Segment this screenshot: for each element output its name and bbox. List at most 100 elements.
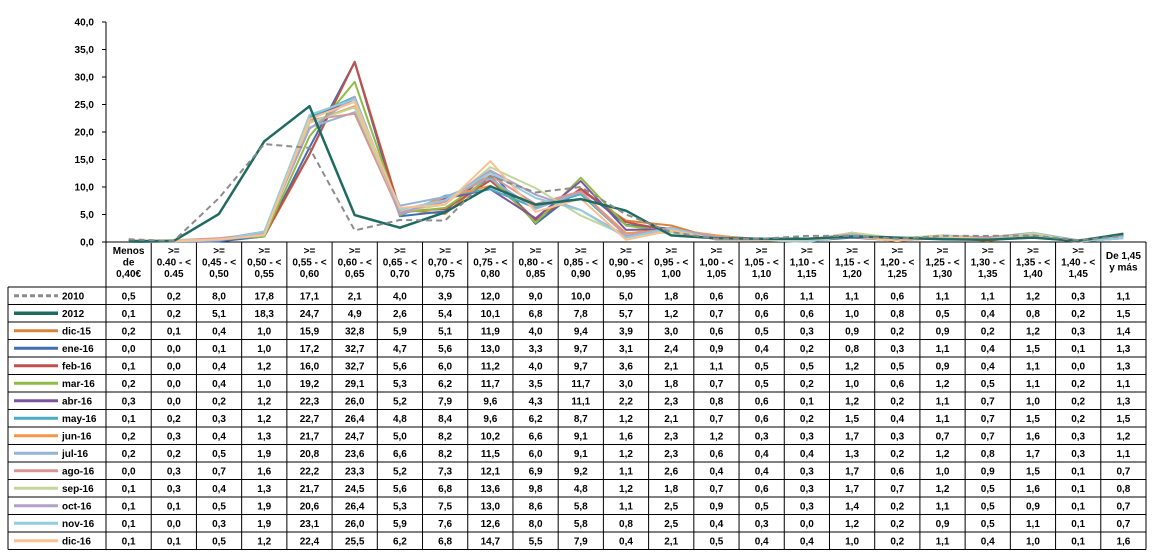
- table-cell: 21,7: [300, 431, 320, 442]
- category-label: 0,45 - <: [202, 258, 236, 269]
- table-cell: 21,7: [300, 484, 320, 495]
- category-label: 1,30 - <: [971, 258, 1005, 269]
- category-label: 1,00: [661, 269, 681, 280]
- legend-label: ene-16: [62, 344, 94, 355]
- category-label: 1,05 - <: [745, 258, 779, 269]
- table-cell: 0,6: [755, 309, 769, 320]
- table-cell: 1,2: [257, 396, 271, 407]
- category-label: De 1,45: [1106, 251, 1141, 262]
- table-cell: 5,8: [574, 519, 588, 530]
- table-cell: 0,0: [122, 344, 136, 355]
- table-cell: 0,8: [981, 449, 995, 460]
- category-label: >=: [439, 246, 451, 257]
- table-cell: 26,0: [345, 519, 365, 530]
- table-cell: 0,3: [755, 519, 769, 530]
- table-cell: 16,0: [300, 361, 320, 372]
- table-cell: 1,4: [1116, 326, 1130, 337]
- table-cell: 0,6: [755, 396, 769, 407]
- table-cell: 2,5: [664, 519, 678, 530]
- table-cell: 0,8: [619, 519, 633, 530]
- table-cell: 0,2: [800, 379, 814, 390]
- table-cell: 0,3: [212, 414, 226, 425]
- table-cell: 13,0: [481, 501, 501, 512]
- table-cell: 5,6: [393, 484, 407, 495]
- table-cell: 1,2: [257, 414, 271, 425]
- table-cell: 0,6: [709, 449, 723, 460]
- table-cell: 6,9: [529, 466, 543, 477]
- table-cell: 0,5: [981, 501, 995, 512]
- table-cell: 1,2: [619, 414, 633, 425]
- table-cell: 0,2: [212, 396, 226, 407]
- table-cell: 0,4: [709, 519, 723, 530]
- table-cell: 0,3: [167, 484, 181, 495]
- table-cell: 0,9: [1026, 501, 1040, 512]
- category-label: 0,65: [345, 269, 365, 280]
- table-cell: 2,6: [393, 309, 407, 320]
- table-cell: 1,3: [257, 431, 271, 442]
- table-cell: 0,3: [1071, 431, 1085, 442]
- legend-label: may-16: [62, 414, 97, 425]
- table-cell: 0,3: [212, 519, 226, 530]
- table-cell: 4,3: [529, 396, 543, 407]
- table-cell: 1,1: [936, 536, 950, 547]
- category-label: 1,10 - <: [790, 258, 824, 269]
- table-cell: 0,3: [890, 431, 904, 442]
- table-cell: 0,7: [981, 414, 995, 425]
- table-cell: 0,2: [167, 309, 181, 320]
- table-cell: 0,5: [755, 361, 769, 372]
- y-tick-label: 0,0: [80, 238, 94, 249]
- table-cell: 4,9: [348, 309, 362, 320]
- category-label: >=: [620, 246, 632, 257]
- table-cell: 0,9: [936, 326, 950, 337]
- category-label: 0,50: [209, 269, 229, 280]
- table-cell: 0,4: [755, 449, 769, 460]
- table-cell: 1,5: [1116, 309, 1130, 320]
- table-cell: 5,9: [393, 326, 407, 337]
- table-cell: 4,8: [393, 414, 407, 425]
- table-cell: 0,5: [755, 501, 769, 512]
- table-cell: 0,2: [890, 449, 904, 460]
- legend-label: sep-16: [62, 484, 94, 495]
- table-cell: 1,7: [845, 431, 859, 442]
- table-cell: 12,0: [481, 291, 501, 302]
- table-cell: 1,0: [1026, 396, 1040, 407]
- table-cell: 13,0: [481, 344, 501, 355]
- table-cell: 1,2: [1026, 326, 1040, 337]
- table-cell: 0,6: [709, 326, 723, 337]
- category-label: 0,60 - <: [338, 258, 372, 269]
- series-line-2010: [128, 143, 1124, 242]
- category-label: 1,15 - <: [835, 258, 869, 269]
- table-cell: 1,1: [936, 501, 950, 512]
- table-cell: 4,0: [529, 361, 543, 372]
- category-label: >=: [349, 246, 361, 257]
- table-cell: 0,3: [800, 431, 814, 442]
- table-cell: 0,9: [709, 501, 723, 512]
- table-cell: 1,5: [845, 414, 859, 425]
- table-cell: 1,2: [936, 449, 950, 460]
- table-cell: 0,1: [800, 396, 814, 407]
- table-cell: 0,1: [1071, 519, 1085, 530]
- table-cell: 0,8: [890, 309, 904, 320]
- table-cell: 0,4: [981, 361, 995, 372]
- table-cell: 32,7: [345, 344, 365, 355]
- legend-label: jun-16: [61, 431, 92, 442]
- table-cell: 1,1: [800, 291, 814, 302]
- table-cell: 1,3: [845, 449, 859, 460]
- category-label: 0,75: [435, 269, 455, 280]
- table-cell: 0,0: [167, 344, 181, 355]
- y-tick-label: 40,0: [75, 18, 95, 29]
- table-cell: 1,2: [936, 484, 950, 495]
- table-cell: 0,1: [122, 536, 136, 547]
- table-cell: 6,8: [438, 536, 452, 547]
- table-cell: 8,7: [574, 414, 588, 425]
- category-label: 0,55 - <: [292, 258, 326, 269]
- table-cell: 23,3: [345, 466, 365, 477]
- category-label: 1,00 - <: [699, 258, 733, 269]
- table-cell: 1,0: [936, 466, 950, 477]
- category-label: 0,60: [300, 269, 320, 280]
- table-cell: 0,1: [122, 501, 136, 512]
- table-cell: 20,6: [300, 501, 320, 512]
- table-cell: 1,7: [1026, 449, 1040, 460]
- table-cell: 0,7: [709, 484, 723, 495]
- table-cell: 5,4: [438, 309, 452, 320]
